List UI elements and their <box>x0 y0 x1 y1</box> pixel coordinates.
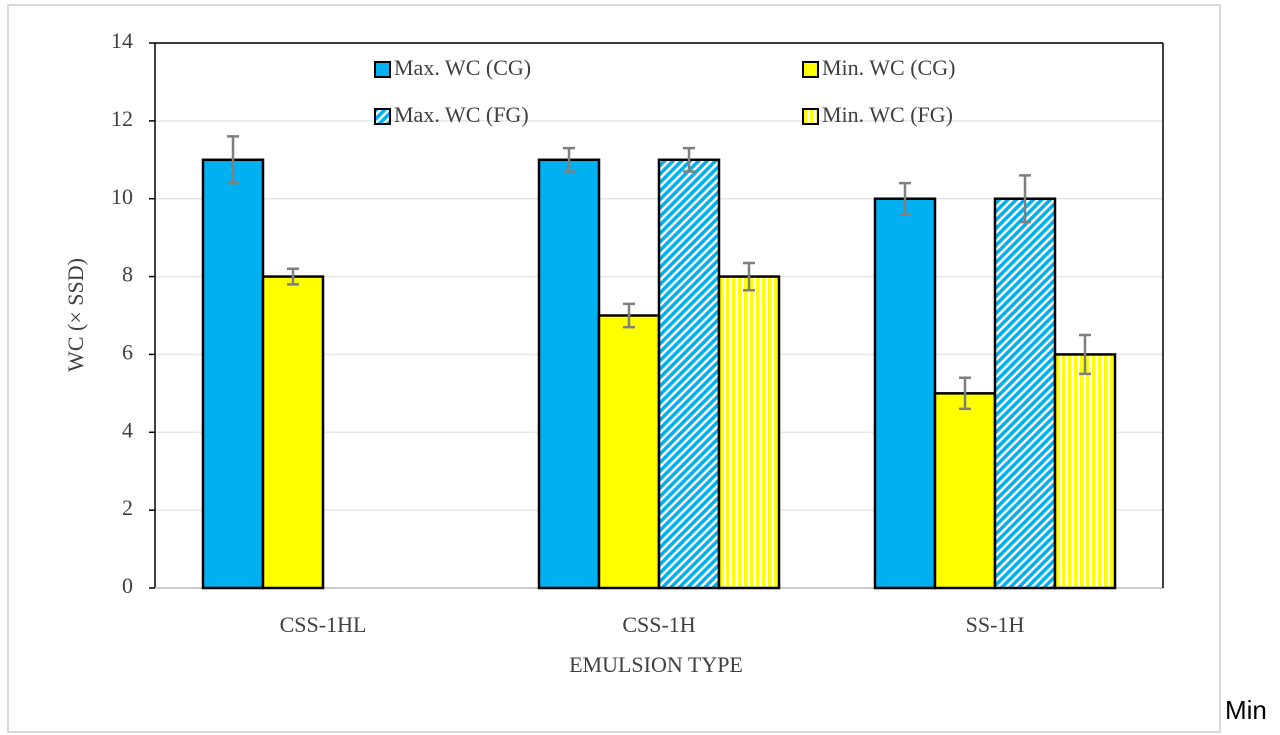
y-tick-label: 4 <box>122 417 133 442</box>
y-tick-label: 6 <box>122 339 133 364</box>
error-bar <box>899 181 911 216</box>
error-bar <box>623 302 635 329</box>
bar <box>657 158 721 590</box>
legend-swatch <box>374 61 391 78</box>
y-tick-label: 12 <box>111 106 133 131</box>
legend-label: Max. WC (CG) <box>394 55 531 80</box>
bar <box>201 158 265 590</box>
legend-label: Max. WC (FG) <box>394 102 529 127</box>
error-bar <box>959 376 971 411</box>
bar <box>1053 353 1117 590</box>
y-axis-label: WC (× SSD) <box>63 258 88 372</box>
trailing-text: Min <box>1225 695 1267 725</box>
bar <box>537 158 601 590</box>
x-axis-label: EMULSION TYPE <box>569 652 743 677</box>
legend-label: Min. WC (FG) <box>822 102 953 127</box>
x-tick-label: CSS-1H <box>622 612 695 637</box>
legend-swatch <box>802 61 819 78</box>
bar <box>261 275 325 590</box>
error-bar <box>227 135 239 185</box>
y-tick-label: 2 <box>122 495 133 520</box>
y-tick-label: 10 <box>111 184 133 209</box>
error-bar <box>683 146 695 173</box>
x-tick-label: CSS-1HL <box>280 612 367 637</box>
legend-swatch <box>802 108 819 125</box>
bar <box>717 275 781 590</box>
legend-label: Min. WC (CG) <box>822 55 955 80</box>
x-tick-label: SS-1H <box>966 612 1025 637</box>
error-bar <box>563 146 575 173</box>
bar <box>873 197 937 590</box>
error-bar <box>743 261 755 292</box>
y-tick-label: 0 <box>122 573 133 598</box>
error-bar <box>287 267 299 286</box>
legend-swatch <box>374 108 391 125</box>
bar <box>933 392 997 590</box>
y-tick-label: 14 <box>111 28 133 53</box>
error-bar <box>1019 174 1031 224</box>
y-tick-label: 8 <box>122 262 133 287</box>
bar <box>597 314 661 590</box>
error-bar <box>1079 333 1091 376</box>
bar <box>993 197 1057 590</box>
